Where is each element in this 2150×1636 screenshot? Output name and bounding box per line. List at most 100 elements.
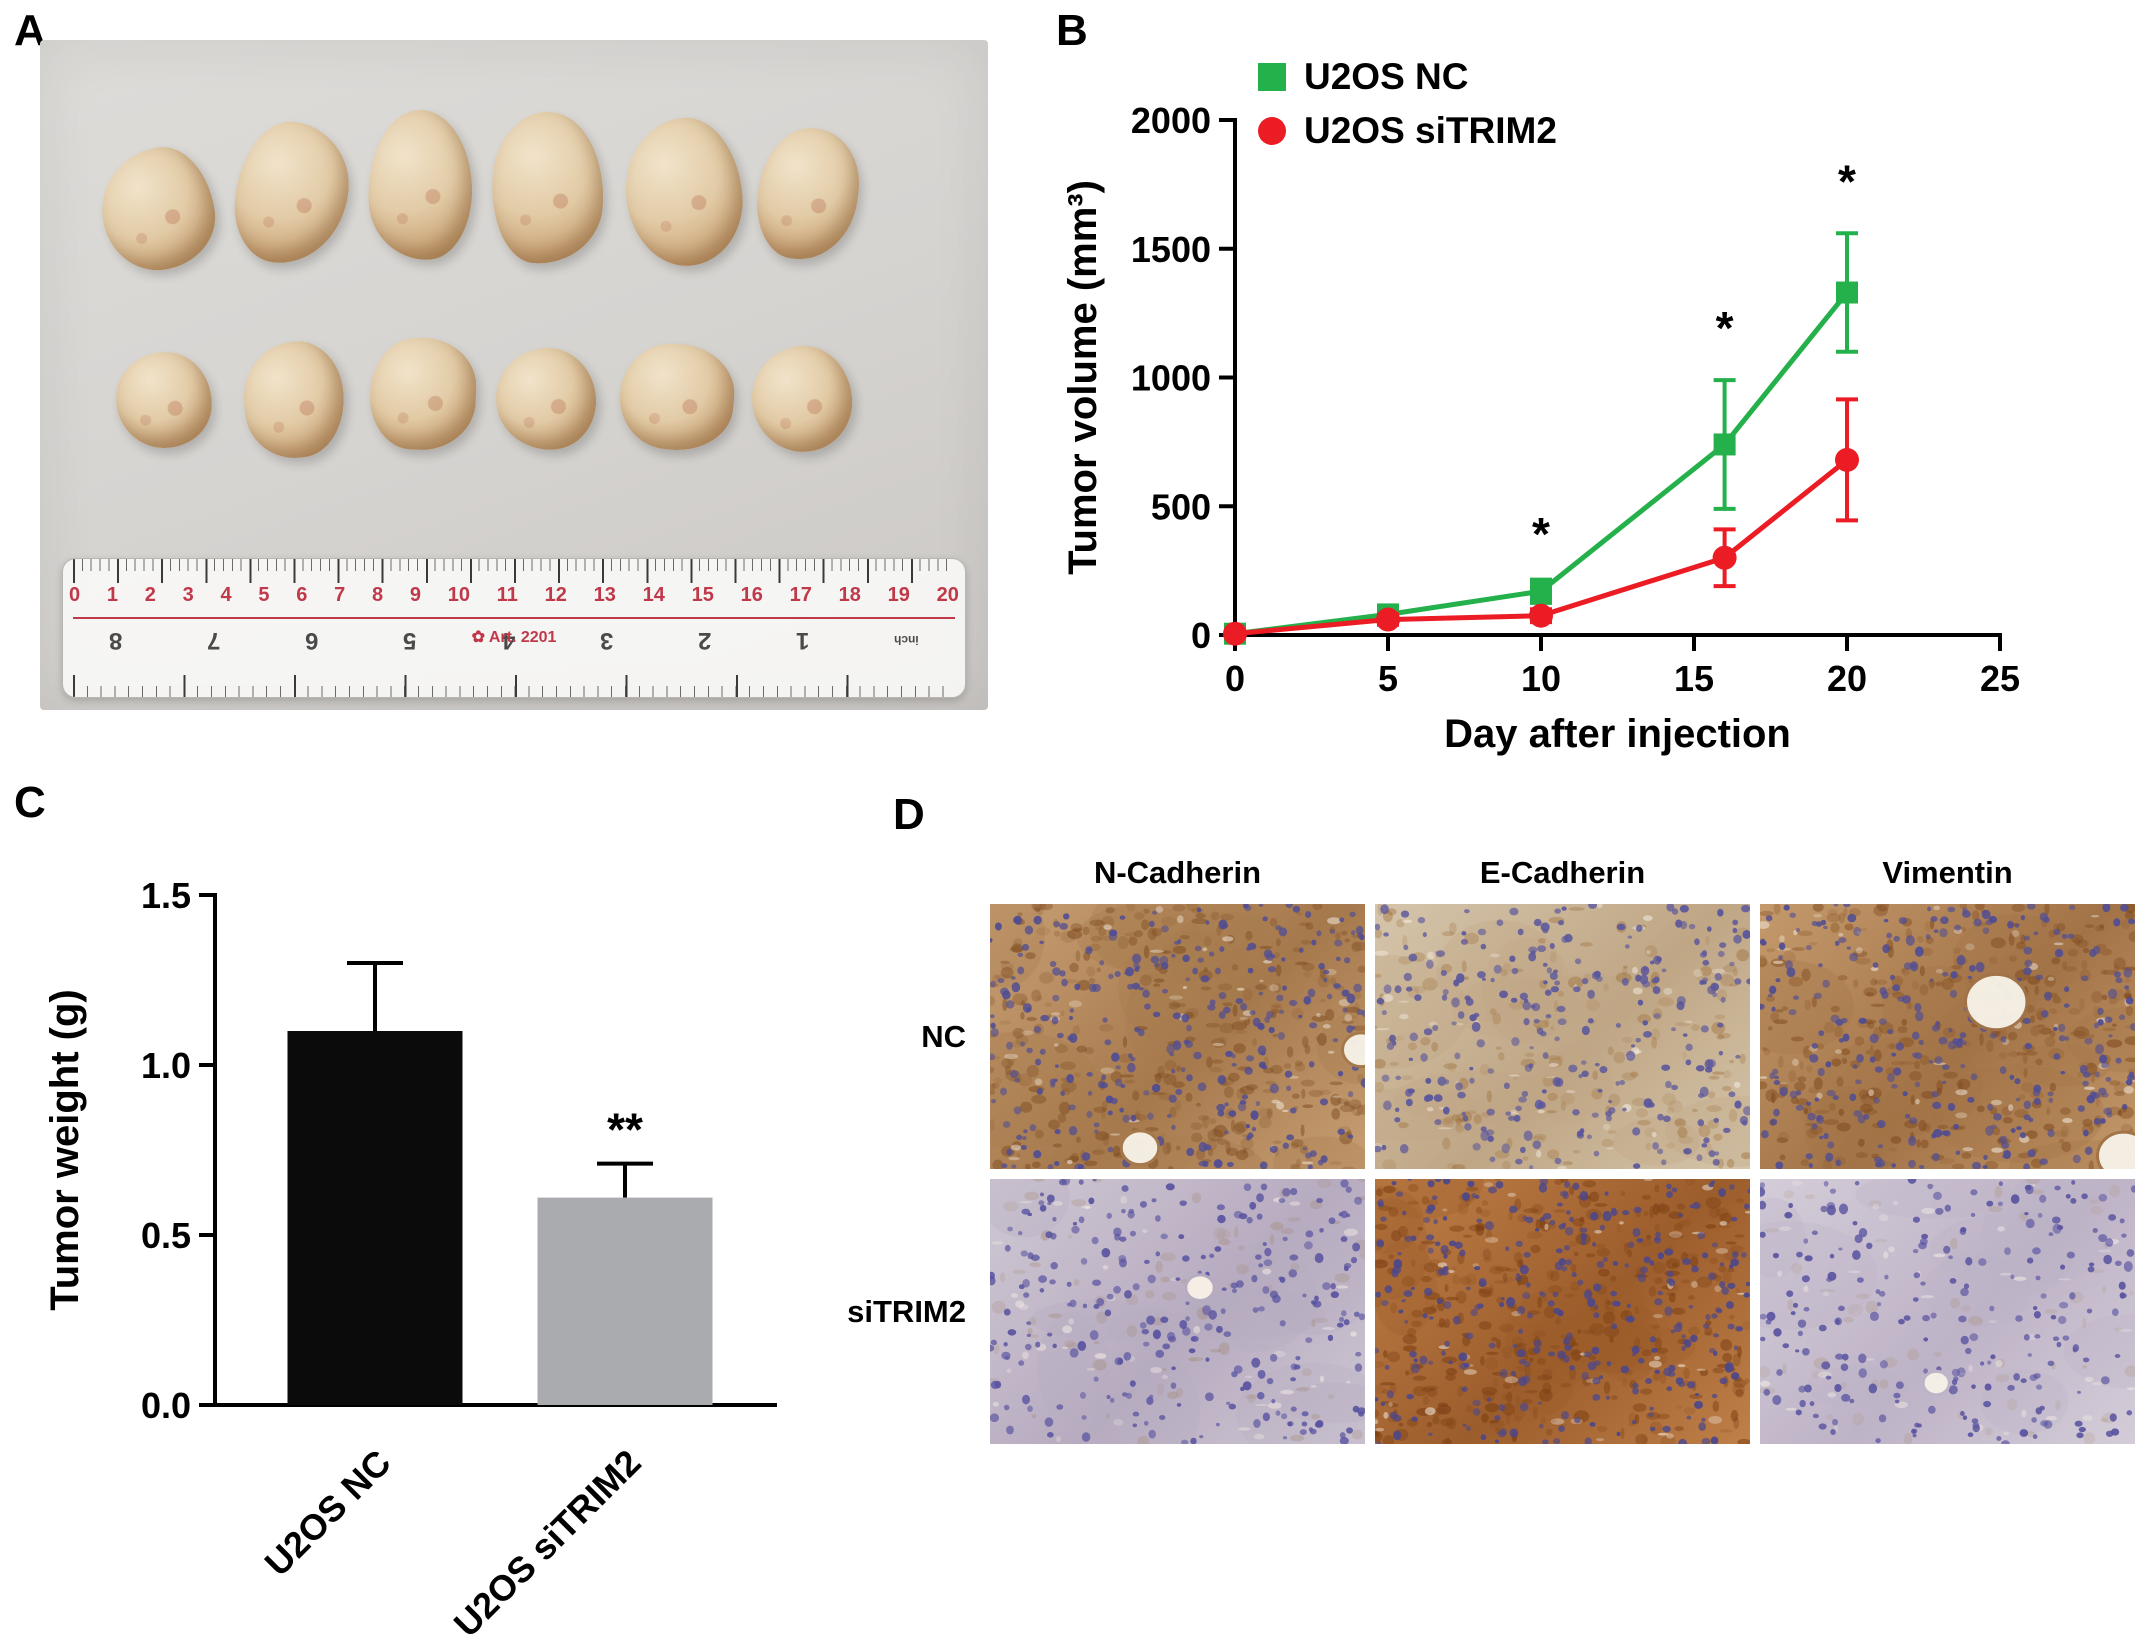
ruler-number: 11	[496, 584, 518, 606]
sitrim2-series-marker-icon	[1258, 117, 1286, 145]
svg-text:U2OS siTRIM2: U2OS siTRIM2	[446, 1442, 649, 1636]
svg-text:0: 0	[1191, 615, 1211, 656]
svg-text:2000: 2000	[1131, 100, 1211, 141]
tumor-specimen	[365, 108, 475, 262]
ruler-number: 14	[642, 584, 665, 606]
column-header-n-cadherin: N-Cadherin	[1093, 855, 1262, 890]
svg-text:Tumor weight (g): Tumor weight (g)	[43, 989, 87, 1310]
ruler-number: 0	[69, 584, 81, 606]
svg-text:0: 0	[1225, 658, 1245, 699]
ruler-number: 17	[789, 584, 812, 606]
svg-text:20: 20	[1827, 658, 1867, 699]
ruler-brand: ✿ Art. 2201	[63, 627, 965, 647]
ruler-brand-text: Art. 2201	[488, 629, 557, 646]
tissue-texture	[990, 1179, 1365, 1444]
ruler-number: 18	[838, 584, 861, 606]
panel-c-label: C	[14, 778, 46, 827]
legend-label-sitrim2: U2OS siTRIM2	[1304, 110, 1557, 151]
tissue-texture	[1375, 1179, 1750, 1444]
row-label-sitrim2: siTRIM2	[847, 1293, 966, 1329]
panel-b-label: B	[1056, 6, 1088, 55]
row-label-nc: NC	[921, 1018, 966, 1054]
legend-label-nc: U2OS NC	[1304, 56, 1469, 97]
tumor-specimen	[615, 339, 739, 455]
svg-text:25: 25	[1980, 658, 2020, 699]
svg-text:0.0: 0.0	[141, 1385, 191, 1426]
ruler-number: 1	[106, 584, 118, 606]
chart-legend: U2OS NC U2OS siTRIM2	[1258, 56, 1557, 152]
ruler-logo-icon: ✿	[471, 629, 485, 646]
ruler-cm-ticks	[73, 559, 955, 583]
tumor-volume-chart-svg: 0 500 1000 1500 2000 0 5 10 15 20 25 Tumor volume (…	[1061, 100, 2020, 756]
ruler-number: 15	[691, 584, 714, 606]
svg-text:5: 5	[1378, 658, 1398, 699]
ruler-red-line	[73, 617, 955, 619]
ruler-number: 4	[220, 584, 232, 606]
column-header-vimentin: Vimentin	[1882, 855, 2013, 890]
ruler-inch-ticks	[73, 675, 955, 697]
tumor-weight-chart-svg: 0.0 0.5 1.0 1.5 Tumor weight (g) U2OS NC U2OS …	[43, 875, 777, 1636]
svg-text:10: 10	[1521, 658, 1561, 699]
column-header-e-cadherin: E-Cadherin	[1479, 855, 1646, 890]
ruler-number: 6	[296, 584, 308, 606]
tissue-texture	[1760, 904, 2135, 1169]
tumor-specimen	[748, 342, 856, 456]
ruler-number: 20	[936, 584, 959, 606]
tissue-texture	[1760, 1179, 2135, 1444]
tumor-specimen	[238, 337, 350, 463]
ruler-number: 2	[144, 584, 156, 606]
corner-spacer	[860, 852, 980, 894]
svg-text:Day after injection: Day after injection	[1444, 712, 1791, 756]
ruler-number: 19	[887, 584, 910, 606]
ruler-number: 3	[182, 584, 194, 606]
legend-item-nc: U2OS NC	[1258, 56, 1557, 98]
ihc-image-sitrim2-e-cadherin	[1375, 1179, 1750, 1444]
ihc-image-sitrim2-vimentin	[1760, 1179, 2135, 1444]
svg-text:*: *	[1716, 302, 1734, 354]
ruler-number: 13	[593, 584, 616, 606]
svg-text:Tumor volume (mm³): Tumor volume (mm³)	[1061, 180, 1105, 575]
ruler-number: 10	[447, 584, 470, 606]
tissue-texture	[1375, 904, 1750, 1169]
nc-series-marker-icon	[1258, 63, 1286, 91]
ruler-number: 8	[372, 584, 384, 606]
tumor-weight-chart: 0.0 0.5 1.0 1.5 Tumor weight (g) U2OS NC U2OS …	[20, 800, 820, 1636]
ruler-number: 16	[740, 584, 763, 606]
tumor-specimen	[368, 336, 478, 452]
ruler-number: 7	[334, 584, 346, 606]
svg-text:1000: 1000	[1131, 358, 1211, 399]
tumor-specimen	[94, 140, 222, 278]
tumor-specimen	[493, 345, 599, 453]
svg-text:1500: 1500	[1131, 229, 1211, 270]
tumor-specimen	[750, 122, 866, 266]
legend-item-sitrim2: U2OS siTRIM2	[1258, 110, 1557, 152]
tumor-specimen	[619, 113, 749, 271]
tumor-specimen	[113, 349, 215, 451]
panel-d-label: D	[893, 790, 925, 839]
ruler-number: 9	[409, 584, 421, 606]
tumor-volume-chart: 0 500 1000 1500 2000 0 5 10 15 20 25 Tumor volume (…	[1040, 20, 2140, 760]
ruler-number: 12	[544, 584, 567, 606]
svg-text:0.5: 0.5	[141, 1215, 191, 1256]
ihc-image-sitrim2-n-cadherin	[990, 1179, 1365, 1444]
svg-text:15: 15	[1674, 658, 1714, 699]
svg-text:1.5: 1.5	[141, 875, 191, 916]
tumor-specimen	[486, 108, 610, 268]
svg-text:500: 500	[1151, 486, 1211, 527]
svg-text:*: *	[1838, 155, 1856, 207]
ruler-number: 5	[258, 584, 270, 606]
ihc-panel: N-Cadherin E-Cadherin Vimentin NC siTRIM…	[847, 852, 2135, 1444]
ihc-image-nc-e-cadherin	[1375, 904, 1750, 1169]
svg-text:U2OS NC: U2OS NC	[257, 1442, 399, 1584]
svg-text:*: *	[1532, 508, 1550, 560]
ruler-cm-numbers: 0 1 2 3 4 5 6 7 8 9 10 11 12 13 14 15 16 17 18 19 20	[69, 585, 959, 605]
tumor-specimen	[228, 116, 356, 270]
ihc-image-nc-n-cadherin	[990, 904, 1365, 1169]
svg-text:**: **	[607, 1104, 643, 1156]
tissue-texture	[990, 904, 1365, 1169]
ihc-image-nc-vimentin	[1760, 904, 2135, 1169]
svg-text:1.0: 1.0	[141, 1045, 191, 1086]
